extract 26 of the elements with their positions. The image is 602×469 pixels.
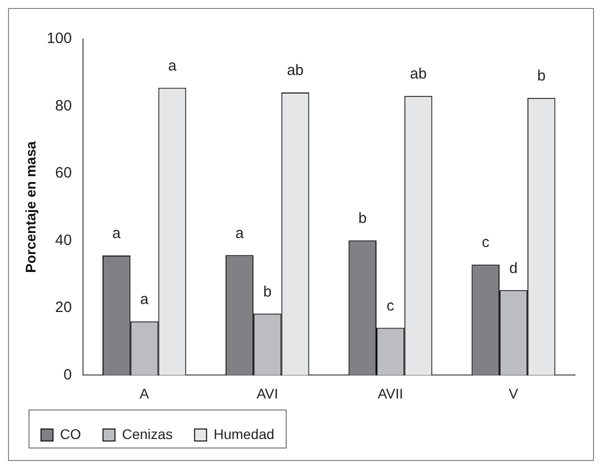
data-label: d — [509, 260, 518, 277]
y-tick-label: 60 — [55, 164, 72, 182]
y-tick-label: 100 — [46, 30, 72, 48]
legend-label: Cenizas — [122, 426, 173, 442]
legend-label: Humedad — [214, 426, 274, 442]
y-tick-label: 40 — [55, 232, 72, 249]
data-label: c — [482, 234, 490, 252]
data-label: b — [263, 283, 272, 300]
legend-label: CO — [60, 426, 82, 442]
x-tick-label: AVI — [256, 385, 278, 402]
data-label: ab — [410, 65, 427, 82]
x-tick-label: AVII — [378, 385, 404, 402]
data-label: a — [235, 224, 244, 242]
x-tick-label: V — [508, 385, 519, 402]
data-label: b — [537, 67, 546, 84]
x-tick-label: A — [140, 385, 150, 402]
data-label: a — [112, 225, 122, 242]
data-label: ab — [286, 62, 304, 80]
y-tick-label: 20 — [55, 299, 72, 316]
y-axis-title: Porcentaje en masa — [22, 141, 38, 273]
data-label: a — [168, 57, 178, 74]
y-tick-label: 0 — [63, 366, 72, 384]
data-label: a — [140, 291, 150, 308]
data-label: b — [358, 210, 367, 228]
data-label: c — [386, 297, 395, 314]
y-tick-label: 80 — [55, 97, 72, 114]
